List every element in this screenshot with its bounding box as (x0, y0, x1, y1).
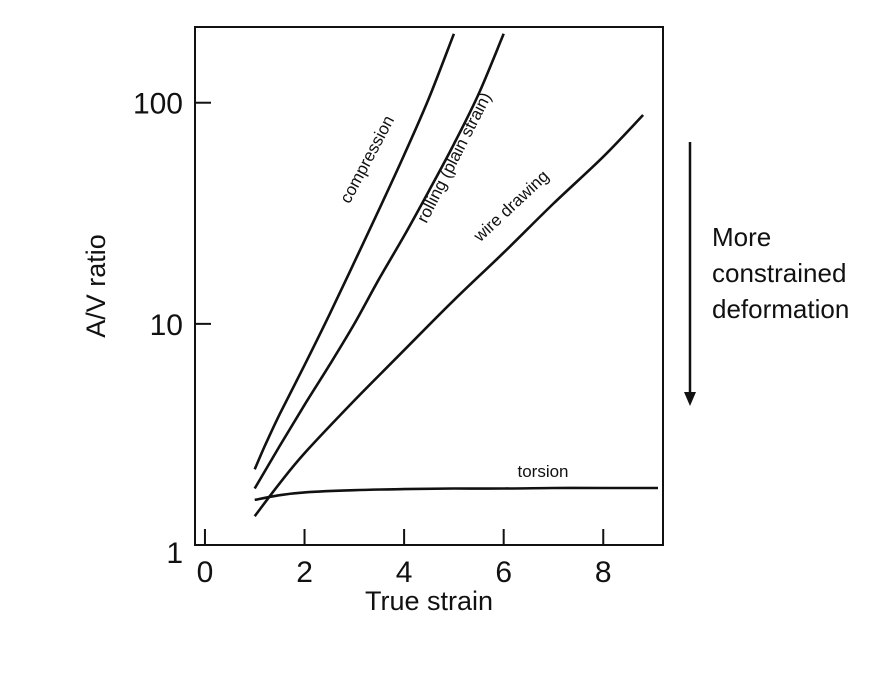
annotation-line-3: deformation (712, 294, 849, 324)
annotation-line-2: constrained (712, 258, 846, 288)
y-axis-ticks: 1 10 100 (133, 88, 211, 570)
series-curves (253, 33, 658, 517)
x-tick-label: 2 (296, 556, 313, 589)
y-tick-label: 1 (166, 537, 183, 570)
y-tick-label: 100 (133, 88, 183, 121)
label-wire-drawing: wire drawing (469, 166, 552, 246)
x-tick-label: 0 (197, 556, 214, 589)
label-torsion: torsion (517, 462, 568, 481)
plot-frame (194, 26, 664, 546)
x-tick-label: 6 (495, 556, 512, 589)
x-axis-ticks: 0 2 4 6 8 (197, 529, 612, 589)
series-line-torsion (254, 486, 658, 502)
annotation-line-1: More (712, 222, 771, 252)
y-tick-label: 10 (150, 309, 183, 342)
series-line-compression (253, 33, 456, 470)
x-tick-label: 4 (396, 556, 413, 589)
y-axis-title: A/V ratio (81, 234, 111, 338)
label-compression: compression (336, 112, 398, 206)
series-line-wire-drawing (253, 114, 645, 517)
x-tick-label: 8 (595, 556, 612, 589)
series-line-rolling-plain-strain (253, 33, 505, 490)
x-axis-title: True strain (365, 586, 493, 616)
down-arrow-head (684, 392, 696, 406)
